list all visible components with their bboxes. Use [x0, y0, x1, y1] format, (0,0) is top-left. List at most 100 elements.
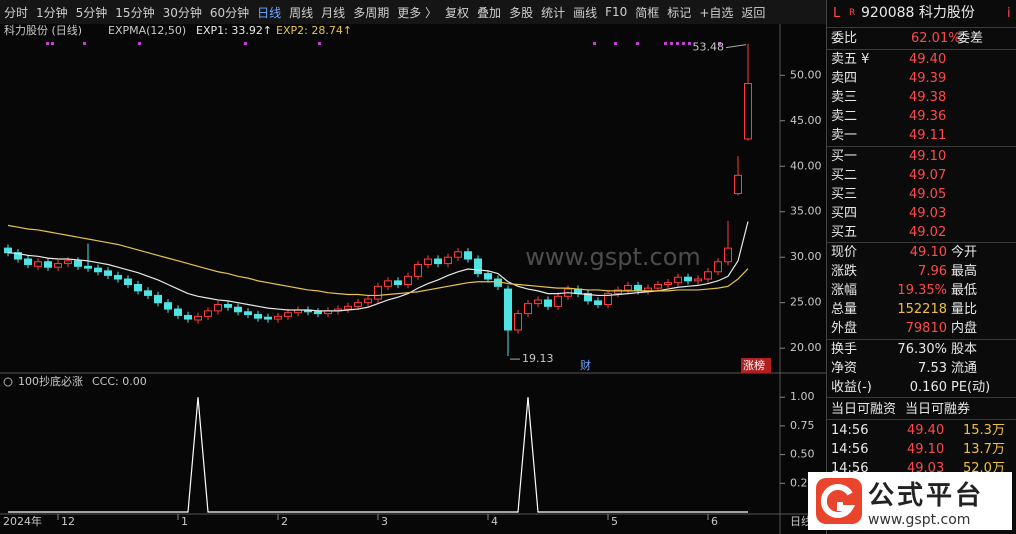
toolbar-button[interactable]: 30分钟: [162, 5, 202, 20]
candle-body: [654, 284, 662, 289]
cell: 0.160: [909, 380, 947, 395]
cell: 卖一: [831, 128, 858, 143]
candle-body: [674, 276, 682, 284]
cell: 外盘: [831, 321, 858, 336]
toolbar-button[interactable]: 日线: [257, 5, 282, 20]
candle-body: [54, 263, 62, 268]
toolbar-button[interactable]: 更多 〉: [397, 5, 438, 20]
toolbar-button[interactable]: 标记: [667, 5, 692, 20]
toolbar: 分时 1分钟 5分钟 15分钟 30分钟 60分钟 日线 周线 月线 多周期 更多 〉复权 叠加 多股统…: [0, 0, 826, 25]
candle-body: [84, 265, 92, 269]
cell: 7.96: [918, 264, 947, 279]
order-row: 买一 49.10: [827, 147, 1016, 166]
toolbar-button[interactable]: 返回: [741, 5, 766, 20]
candle-body: [114, 274, 122, 280]
candle-body: [724, 247, 732, 263]
toolbar-button[interactable]: 多股: [509, 5, 534, 20]
toolbar-button[interactable]: 画线: [573, 5, 598, 20]
cell: 总量: [831, 302, 858, 317]
candle-body: [144, 290, 152, 296]
candle-body: [744, 82, 752, 140]
cell: 涨跌: [831, 264, 858, 279]
y-tick-label: 45.00: [790, 114, 822, 127]
ema-line: [7, 224, 749, 297]
logo: 公式平台 www.gspt.com: [808, 472, 1012, 530]
cell: 49.03: [909, 206, 947, 221]
order-row: 卖五 ¥ 49.40: [827, 50, 1016, 69]
toolbar-button[interactable]: 5分钟: [75, 5, 108, 20]
chart-bg: [0, 24, 826, 534]
indicator-title: 100抄底必涨: [18, 374, 83, 388]
separator: [827, 49, 1016, 50]
candle-body: [284, 312, 292, 317]
candle-body: [554, 295, 562, 307]
stat-row: 涨幅 19.35% 最低: [827, 281, 1016, 300]
cell: 卖二: [831, 109, 858, 124]
toolbar-button[interactable]: +自选: [699, 5, 734, 20]
candle-body: [164, 302, 172, 310]
candle-body: [514, 313, 522, 331]
y-tick-label: 30.00: [790, 250, 822, 263]
cell: 最高: [951, 264, 978, 279]
y-tick-label: 25.00: [790, 296, 822, 309]
cell: 卖四: [831, 71, 858, 86]
toolbar-button[interactable]: 1分钟: [36, 5, 68, 20]
candle-body: [74, 260, 82, 267]
candle-body: [714, 261, 722, 273]
toolbar-button[interactable]: 15分钟: [115, 5, 155, 20]
separator: [827, 419, 1016, 420]
cell: 79810: [905, 321, 947, 336]
cell: 152218: [897, 302, 947, 317]
cell: 买三: [831, 187, 858, 202]
candle-body: [314, 311, 322, 315]
toolbar-button[interactable]: 分时: [4, 5, 29, 20]
stat-row: 外盘 79810 内盘: [827, 319, 1016, 338]
toolbar-button[interactable]: 周线: [289, 5, 314, 20]
high-annotation: 53.48: [693, 41, 725, 54]
candle-body: [584, 293, 592, 302]
candle-body: [604, 293, 612, 306]
cell: PE(动): [951, 380, 991, 395]
cell: 49.07: [909, 168, 947, 183]
toolbar-button[interactable]: 叠加: [477, 5, 502, 20]
x-tick-label: 12: [61, 515, 75, 528]
stat-row: 现价 49.10 今开: [827, 243, 1016, 262]
candle-body: [244, 311, 252, 316]
cell: 7.53: [918, 361, 947, 376]
candle-body: [174, 308, 182, 316]
candle-body: [444, 256, 452, 265]
cell: 买四: [831, 206, 858, 221]
indicator-line: [8, 397, 748, 513]
candle-body: [624, 284, 632, 291]
toolbar-button[interactable]: 多周期: [353, 5, 390, 20]
weibi-row: 委比 62.01% 委差: [827, 29, 1016, 48]
separator: [827, 339, 1016, 340]
toolbar-button[interactable]: 统计: [541, 5, 566, 20]
candle-body: [534, 299, 542, 305]
stat-row: 换手 76.30% 股本: [827, 340, 1016, 359]
logo-icon: [816, 478, 862, 524]
candle-body: [694, 278, 702, 282]
candle-body: [364, 298, 372, 304]
cell: 49.10: [907, 442, 945, 457]
candle-body: [354, 302, 362, 307]
candle-body: [664, 282, 672, 285]
toolbar-button[interactable]: 复权: [445, 5, 470, 20]
toolbar-button[interactable]: F10: [605, 5, 628, 19]
y-tick-label: 35.00: [790, 205, 822, 218]
candle-body: [34, 261, 42, 267]
candle-body: [194, 315, 202, 321]
toolbar-button[interactable]: 简框: [635, 5, 660, 20]
candle-body: [214, 304, 222, 312]
toolbar-button[interactable]: 月线: [321, 5, 346, 20]
signal-dots: [46, 42, 721, 45]
cell: 49.40: [907, 423, 945, 438]
candle-body: [374, 285, 382, 300]
candle-body: [464, 251, 472, 260]
cell: 14:56: [831, 442, 869, 457]
chart-title: 科力股份 (日线): [4, 24, 82, 37]
candle-body: [474, 258, 482, 275]
candle-body: [344, 305, 352, 310]
cell: 49.10: [909, 245, 947, 260]
toolbar-button[interactable]: 60分钟: [209, 5, 250, 20]
